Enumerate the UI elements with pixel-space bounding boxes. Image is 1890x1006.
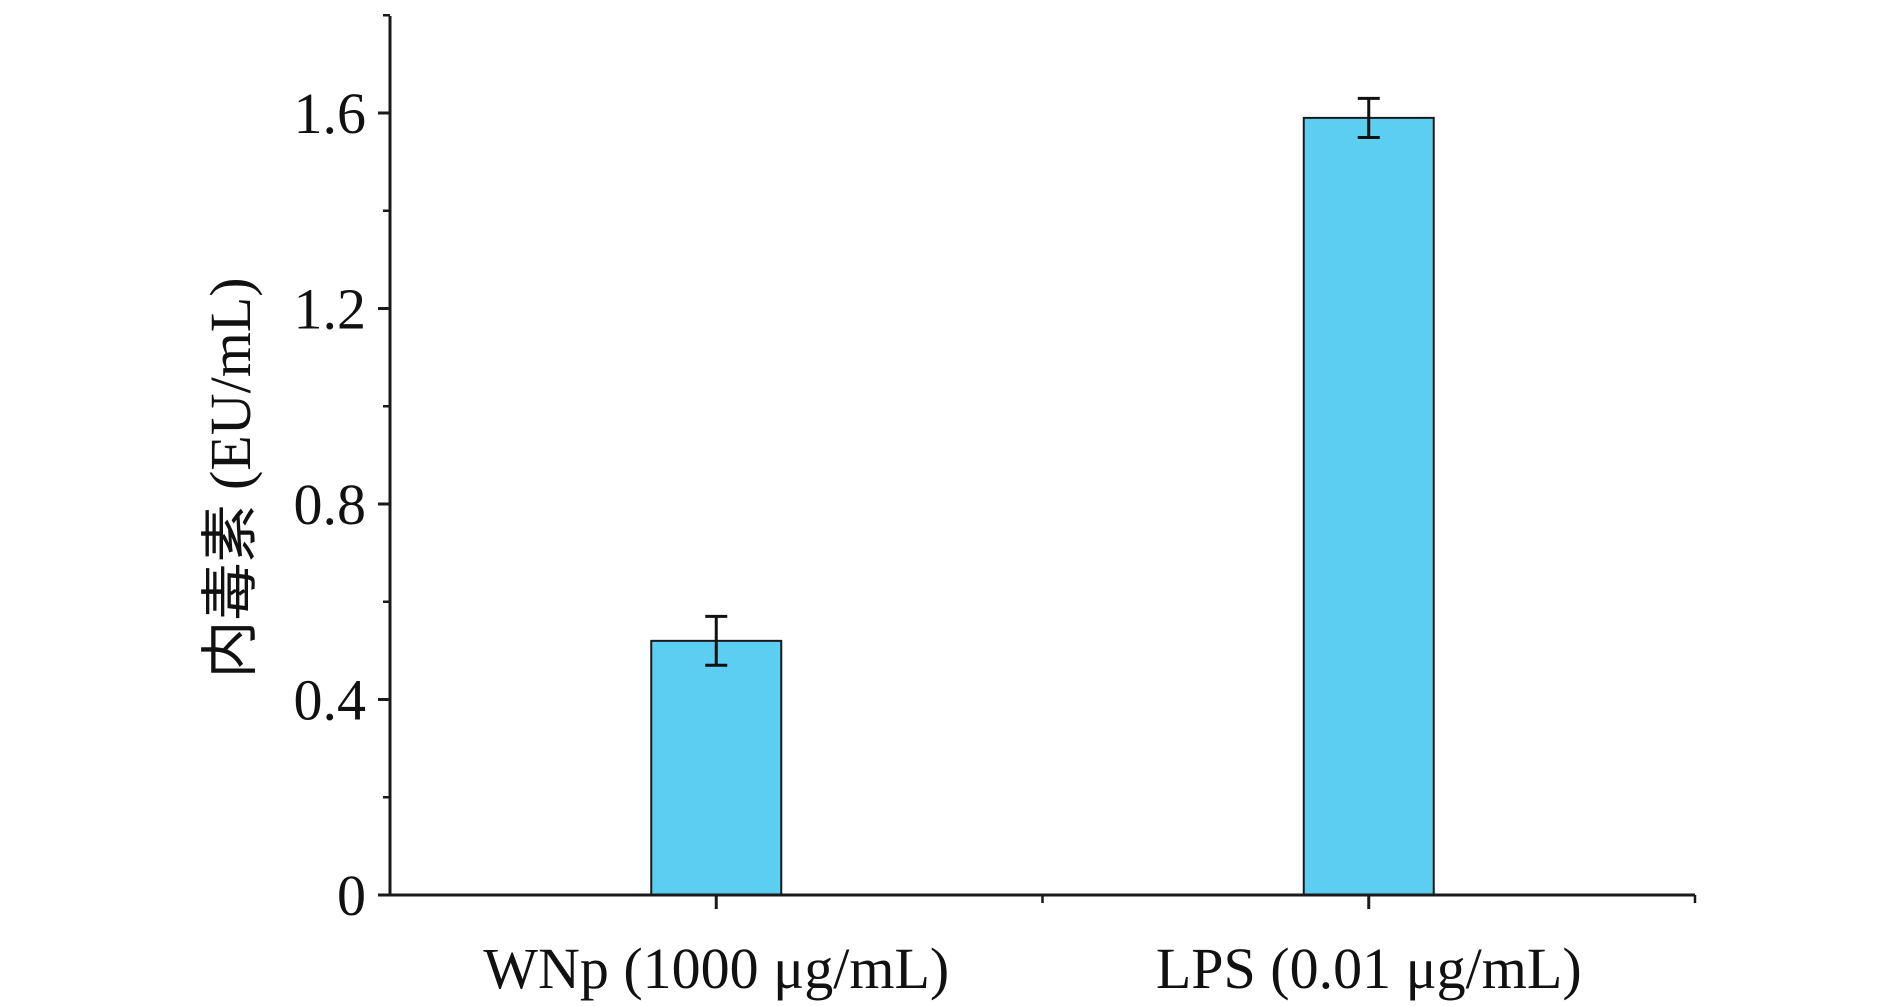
axes-layer xyxy=(388,16,1695,897)
x-category-label: WNp (1000 μg/mL) xyxy=(483,936,949,1001)
y-tick-label: 1.2 xyxy=(294,277,367,342)
y-tick-label: 0.4 xyxy=(294,668,367,733)
bar xyxy=(1302,116,1435,896)
y-tick-label: 0 xyxy=(337,863,366,928)
labels-layer: 0 0.4 0.8 1.2 1.6 WNp (1000 μg/mL) LPS (0.01 μ… xyxy=(294,81,1582,1001)
y-tick-label: 0.8 xyxy=(294,472,367,537)
y-tick-label: 1.6 xyxy=(294,81,367,146)
y-axis-title: 内毒素 (EU/mL) xyxy=(198,277,263,678)
bars-layer xyxy=(650,96,1435,896)
x-category-label: LPS (0.01 μg/mL) xyxy=(1156,936,1582,1001)
ticks-layer xyxy=(378,14,1697,909)
bar xyxy=(650,639,783,896)
